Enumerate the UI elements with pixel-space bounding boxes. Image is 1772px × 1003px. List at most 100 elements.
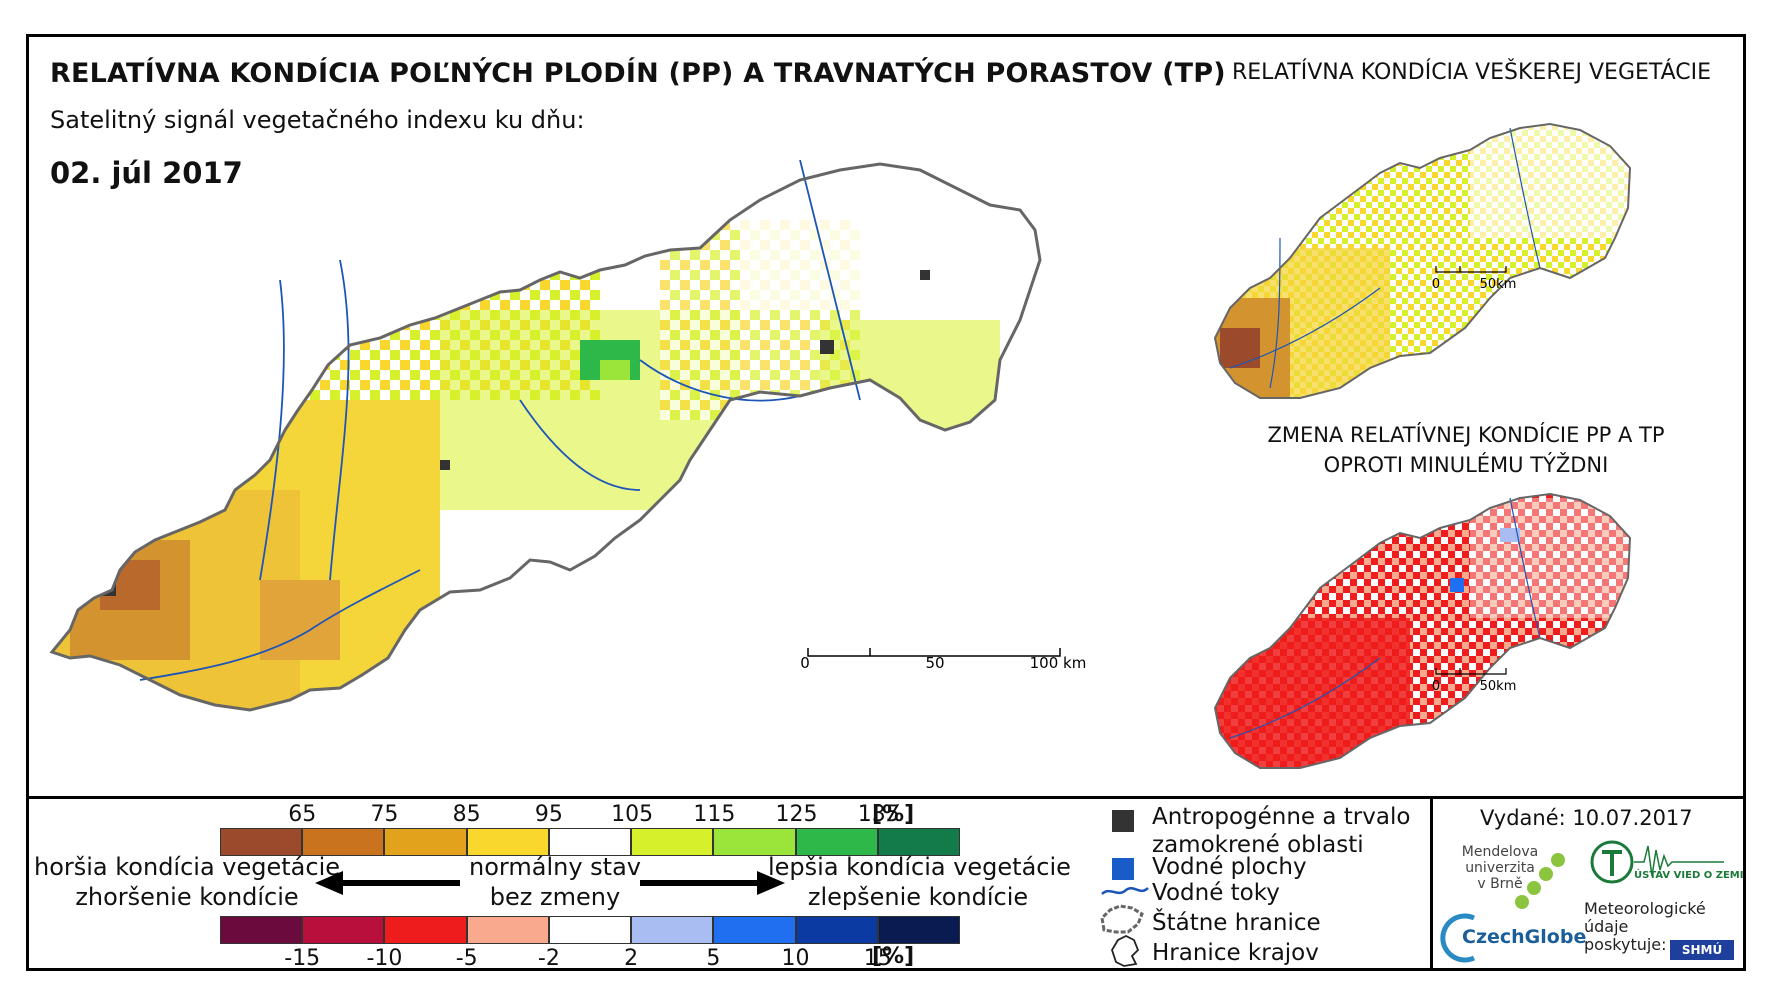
scale-swatch-4	[548, 916, 632, 944]
scale-tick-6: 10	[781, 946, 810, 971]
scale-swatch-6	[713, 828, 796, 856]
inset-top-title: RELATÍVNA KONDÍCIA VEŠKEREJ VEGETÁCIE	[1232, 60, 1712, 85]
czechglobe-logo: CzechGlobe	[1462, 926, 1587, 948]
better-condition-line1: lepšia kondícia vegetácie	[768, 853, 1071, 881]
legend-state-borders: Štátne hranice	[1152, 910, 1321, 936]
scale-tick-4: 105	[611, 802, 654, 827]
worse-condition-line1: horšia kondícia vegetácie	[33, 853, 341, 881]
shmu-logo: SHMÚ	[1670, 940, 1734, 960]
scale-swatch-3	[466, 916, 549, 944]
mendel-line2: univerzita	[1465, 860, 1535, 876]
meteo-line1: Meteorologické	[1584, 899, 1706, 918]
ustav-logo-text: ÚSTAV VIED O ZEMI	[1634, 870, 1744, 881]
legend-anthropogenic: Antropogénne a trvalo zamokrené oblasti	[1152, 803, 1410, 859]
legend-region-borders: Hranice krajov	[1152, 940, 1319, 966]
inset-bottom-title-line2: OPROTI MINULÉMU TÝŽDNI	[1323, 453, 1609, 477]
left-arrow-icon	[315, 871, 460, 895]
footer-separator	[1430, 796, 1433, 971]
main-scale-100: 100 km	[1030, 654, 1087, 672]
river-line-icon	[1101, 887, 1149, 895]
ustav-logo-icon	[1590, 840, 1724, 884]
issued-date: Vydané: 10.07.2017	[1480, 806, 1693, 830]
inset-vegetation-map: 0 50km	[1213, 122, 1632, 399]
mendel-line1: Mendelova	[1461, 844, 1539, 860]
scale-swatch-2	[384, 916, 467, 944]
arrows	[315, 871, 785, 895]
better-condition-line2: zlepšenie kondície	[807, 883, 1029, 911]
scale-tick-3: 95	[534, 802, 563, 827]
legend-rivers: Vodné toky	[1152, 880, 1280, 906]
scale-tick-2: 85	[452, 802, 481, 827]
scale-swatch-5	[631, 916, 714, 944]
meteo-line2: údaje	[1584, 917, 1629, 936]
scale-swatch-7	[795, 828, 878, 856]
czechglobe-arc-icon	[1440, 913, 1476, 963]
condition-legend: 65 75 85 95 105 115 125 135 [%]	[200, 800, 960, 860]
scale-tick-5: 115	[693, 802, 736, 827]
scale-swatch-7	[795, 916, 878, 944]
inset-bottom-scale-0: 0	[1432, 679, 1440, 694]
report-date: 02. júl 2017	[50, 156, 243, 190]
condition-unit: [%]	[872, 802, 915, 827]
meteo-provider-text: Meteorologické údaje poskytuje:	[1584, 899, 1706, 954]
scale-swatch-6	[713, 916, 796, 944]
scale-tick-4: 2	[624, 946, 639, 971]
worse-condition-line2: zhoršenie kondície	[75, 883, 299, 911]
page-subtitle: Satelitný signál vegetačného indexu ku d…	[50, 106, 585, 134]
normal-state-text: normálny stav bez zmeny	[455, 852, 655, 912]
legend-water-bodies: Vodné plochy	[1152, 854, 1307, 880]
mendel-line3: v Brně	[1477, 876, 1523, 892]
mendel-dots-logo	[1515, 853, 1565, 909]
blue-square-icon	[1112, 858, 1134, 880]
normal-state-line1: normálny stav	[469, 853, 641, 881]
scale-swatch-0	[220, 916, 303, 944]
inset-top-scale-50: 50km	[1480, 277, 1517, 292]
inset-bottom-scale-50: 50km	[1480, 679, 1517, 694]
change-color-bar	[220, 916, 960, 944]
scale-tick-3: -2	[537, 946, 560, 971]
inset-top-scale-0: 0	[1432, 277, 1440, 292]
right-arrow-icon	[640, 871, 785, 895]
worse-condition-text: horšia kondícia vegetácie zhoršenie kond…	[32, 852, 342, 912]
inset-bottom-title-line1: ZMENA RELATÍVNEJ KONDÍCIE PP A TP	[1267, 423, 1665, 447]
change-unit: [%]	[872, 944, 915, 969]
state-border-icon	[1100, 904, 1144, 934]
scale-tick-6: 125	[775, 802, 818, 827]
page-title: RELATÍVNA KONDÍCIA POĽNÝCH PLODÍN (PP) A…	[50, 58, 1226, 89]
scale-tick-0: 65	[288, 802, 317, 827]
scale-swatch-8	[877, 828, 960, 856]
scale-tick-7: 135	[857, 802, 900, 827]
scale-swatch-1	[302, 828, 385, 856]
main-scale-bar	[807, 648, 1061, 657]
scale-tick-2: -5	[455, 946, 478, 971]
better-condition-text: lepšia kondícia vegetácie zlepšenie kond…	[768, 852, 1071, 912]
scale-tick-5: 5	[706, 946, 721, 971]
scale-tick-7: 15	[863, 946, 892, 971]
main-scale-0: 0	[800, 654, 810, 672]
scale-swatch-5	[631, 828, 714, 856]
scale-swatch-8	[877, 916, 960, 944]
main-scale-50: 50	[925, 654, 944, 672]
inset-bottom-scale-bar	[1435, 668, 1507, 675]
scale-tick-1: -10	[366, 946, 403, 971]
scale-swatch-0	[220, 828, 303, 856]
scale-swatch-2	[384, 828, 467, 856]
inset-top-scale-bar	[1435, 266, 1507, 273]
dark-square-icon	[1112, 810, 1134, 832]
normal-state-line2: bez zmeny	[489, 883, 621, 911]
scale-swatch-1	[302, 916, 385, 944]
scale-swatch-3	[466, 828, 549, 856]
inset-bottom-title: ZMENA RELATÍVNEJ KONDÍCIE PP A TP OPROTI…	[1206, 420, 1726, 480]
inset-change-map: 0 50km	[1213, 492, 1632, 769]
legend-separator	[26, 796, 1746, 799]
condition-color-bar	[220, 828, 960, 856]
mendel-logo-text: Mendelova univerzita v Brně	[1440, 844, 1560, 892]
scale-tick-1: 75	[370, 802, 399, 827]
scale-swatch-4	[548, 828, 632, 856]
change-legend: -15 -10 -5 -2 2 5 10 15 [%]	[200, 912, 960, 972]
main-condition-map: 0 50 100 km	[49, 160, 1087, 712]
region-border-icon	[1111, 934, 1140, 967]
scale-tick-0: -15	[284, 946, 321, 971]
legend-anthropogenic-line2: zamokrené oblasti	[1152, 832, 1364, 858]
legend-anthropogenic-line1: Antropogénne a trvalo	[1152, 804, 1411, 830]
